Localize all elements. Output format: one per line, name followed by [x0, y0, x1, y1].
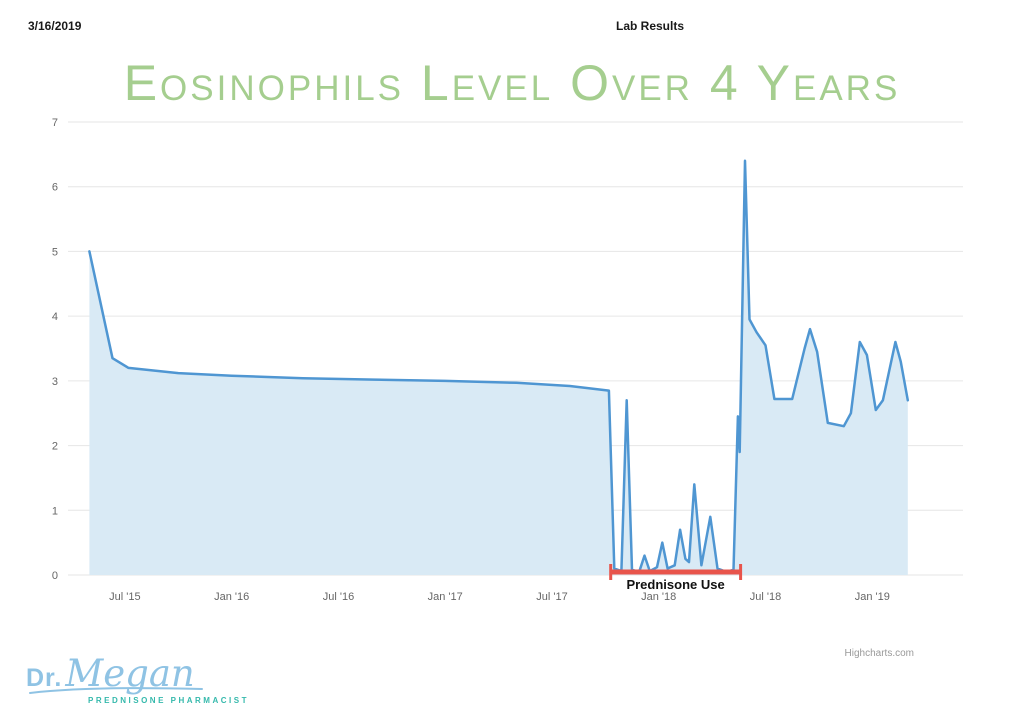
y-axis-label: 2: [52, 441, 58, 453]
chart-title: Eosinophils Level Over 4 Years: [123, 55, 901, 111]
y-axis-label: 1: [52, 505, 58, 517]
series-line: [88, 159, 910, 574]
x-axis-label: Jul '17: [536, 591, 567, 603]
logo-name: Dr.Megan: [26, 655, 249, 692]
x-axis-label: Jul '18: [750, 591, 781, 603]
logo-tagline: Prednisone Pharmacist: [88, 696, 249, 705]
y-axis-label: 5: [52, 246, 58, 258]
x-axis-label: Jan '19: [855, 591, 890, 603]
logo-dr-text: Dr.: [26, 664, 63, 692]
dr-megan-logo: Dr.Megan Prednisone Pharmacist: [26, 655, 249, 705]
y-axis-label: 7: [52, 117, 58, 129]
logo-underline-swoosh: [29, 687, 203, 694]
x-axis-label: Jan '16: [214, 591, 249, 603]
logo-megan-text: Megan: [65, 652, 195, 695]
x-axis-label: Jan '17: [428, 591, 463, 603]
x-axis-label: Jul '16: [323, 591, 354, 603]
y-axis-label: 3: [52, 376, 58, 388]
y-axis-label: 4: [52, 311, 58, 323]
x-axis-label: Jul '15: [109, 591, 140, 603]
report-date: 3/16/2019: [28, 19, 82, 33]
y-axis-label: 6: [52, 182, 58, 194]
y-axis-label: 0: [52, 570, 58, 582]
prednisone-use-annotation-label: Prednisone Use: [626, 577, 724, 592]
x-axis-label: Jan '18: [641, 591, 676, 603]
series-area: [89, 160, 908, 576]
highcharts-credit-link[interactable]: Highcharts.com: [844, 648, 914, 659]
page-header-label: Lab Results: [615, 19, 685, 33]
